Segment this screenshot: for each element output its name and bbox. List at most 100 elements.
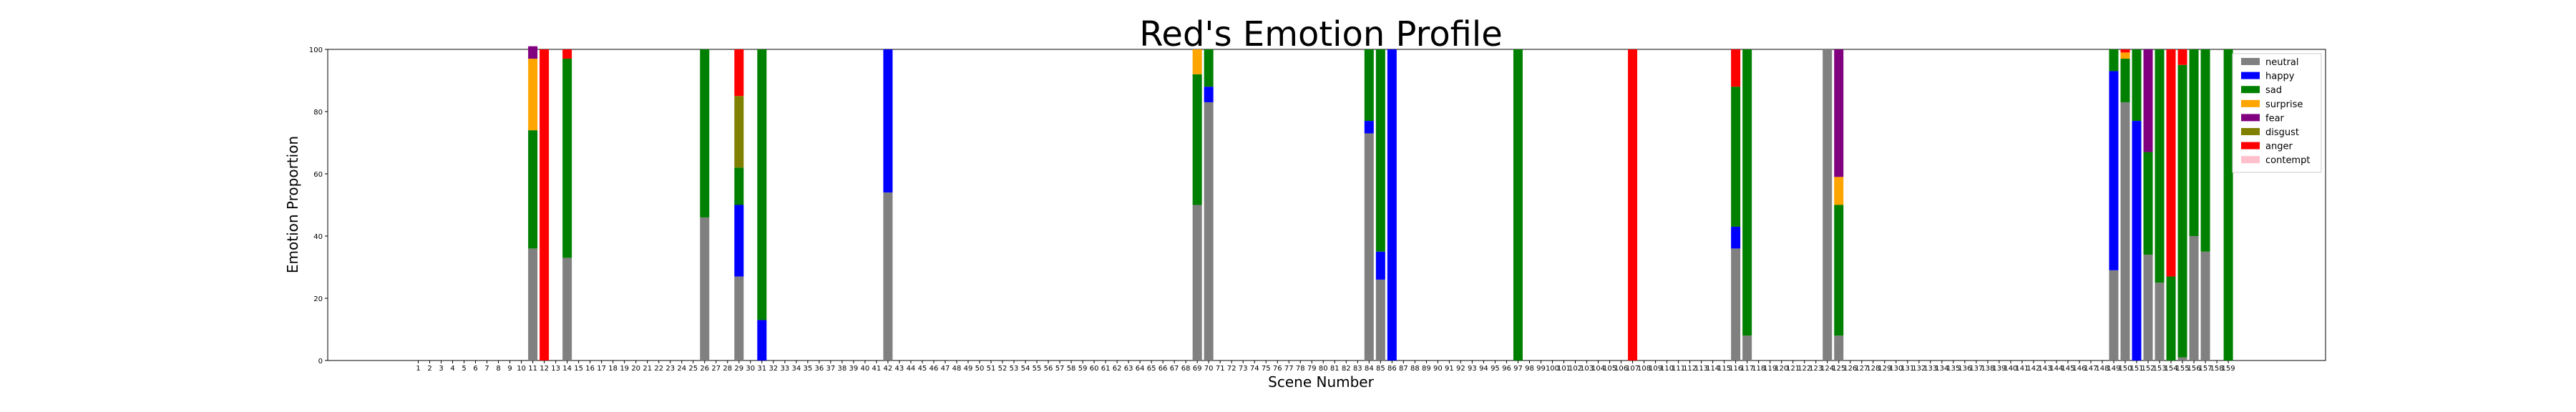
- y-axis: 0 20 40 60 80 100: [309, 46, 328, 366]
- x-tick-label: 122: [1797, 365, 1811, 373]
- x-tick-label: 11: [528, 365, 537, 373]
- bar-segment-sad-scene-97: [1513, 49, 1523, 360]
- bar-segment-neutral-scene-29: [734, 276, 744, 360]
- bar-segment-neutral-scene-157: [2200, 251, 2210, 360]
- bar-segment-sad-scene-11: [528, 130, 538, 249]
- legend-label-happy: happy: [2265, 72, 2295, 82]
- x-tick-label: 131: [1901, 365, 1914, 373]
- x-tick-label: 102: [1568, 365, 1582, 373]
- bar-segment-sad-scene-151: [2132, 49, 2142, 122]
- bar-segment-anger-scene-107: [1628, 49, 1638, 360]
- x-tick-label: 150: [2118, 365, 2132, 373]
- x-tick-label: 137: [1969, 365, 1983, 373]
- x-tick-label: 142: [2026, 365, 2040, 373]
- bar-segment-sad-scene-150: [2120, 59, 2130, 102]
- x-tick-label: 20: [631, 365, 640, 373]
- x-tick-label: 116: [1729, 365, 1742, 373]
- x-tick-label: 159: [2222, 365, 2235, 373]
- x-tick-label: 76: [1273, 365, 1282, 373]
- x-tick-label: 81: [1330, 365, 1340, 373]
- x-tick-label: 63: [1124, 365, 1133, 373]
- x-tick-label: 88: [1410, 365, 1420, 373]
- bar-segment-sad-scene-69: [1192, 74, 1202, 205]
- x-tick-label: 147: [2084, 365, 2097, 373]
- x-tick-label: 38: [838, 365, 847, 373]
- x-tick-label: 117: [1740, 365, 1754, 373]
- legend-label-contempt: contempt: [2265, 155, 2310, 166]
- x-tick-label: 24: [677, 365, 686, 373]
- x-tick-label: 151: [2129, 365, 2143, 373]
- x-tick-label: 134: [1935, 365, 1948, 373]
- x-tick-label: 96: [1502, 365, 1511, 373]
- bar-segment-happy-scene-29: [734, 205, 744, 277]
- bar-segment-anger-scene-14: [562, 49, 572, 59]
- bars-group: [528, 46, 2233, 361]
- x-tick-label: 27: [711, 365, 721, 373]
- x-tick-label: 72: [1227, 365, 1236, 373]
- x-tick-label: 129: [1878, 365, 1891, 373]
- x-tick-label: 45: [918, 365, 927, 373]
- bar-segment-sad-scene-116: [1731, 87, 1741, 227]
- x-tick-label: 75: [1262, 365, 1271, 373]
- x-tick-label: 80: [1319, 365, 1328, 373]
- x-tick-label: 106: [1614, 365, 1628, 373]
- bar-segment-sad-scene-154: [2166, 276, 2176, 360]
- bar-segment-neutral-scene-85: [1375, 279, 1385, 360]
- x-tick-label: 152: [2141, 365, 2155, 373]
- x-tick-label: 71: [1216, 365, 1225, 373]
- bar-segment-anger-scene-116: [1731, 49, 1741, 87]
- x-tick-label: 105: [1603, 365, 1616, 373]
- y-axis-label: Emotion Proportion: [284, 136, 301, 273]
- bar-segment-anger-scene-150: [2120, 49, 2130, 53]
- x-tick-label: 145: [2061, 365, 2074, 373]
- x-tick-label: 101: [1557, 365, 1571, 373]
- bar-segment-sad-scene-14: [562, 59, 572, 258]
- bar-segment-sad-scene-153: [2155, 49, 2165, 283]
- bar-segment-sad-scene-152: [2143, 152, 2153, 255]
- bar-segment-neutral-scene-153: [2155, 283, 2165, 360]
- x-tick-label: 109: [1649, 365, 1662, 373]
- legend-swatch-fear: [2241, 114, 2260, 122]
- x-tick-label: 56: [1044, 365, 1053, 373]
- bar-segment-happy-scene-116: [1731, 226, 1741, 249]
- x-tick-label: 84: [1365, 365, 1374, 373]
- x-tick-label: 62: [1113, 365, 1122, 373]
- x-tick-label: 34: [791, 365, 801, 373]
- x-tick-label: 10: [517, 365, 526, 373]
- x-tick-label: 48: [952, 365, 962, 373]
- x-tick-label: 54: [1021, 365, 1030, 373]
- bar-segment-neutral-scene-116: [1731, 248, 1741, 360]
- x-tick-label: 121: [1786, 365, 1800, 373]
- x-tick-label: 132: [1912, 365, 1926, 373]
- bar-segment-sad-scene-29: [734, 167, 744, 205]
- x-tick-label: 120: [1775, 365, 1788, 373]
- x-tick-label: 136: [1958, 365, 1971, 373]
- legend-swatch-surprise: [2241, 99, 2260, 107]
- x-tick-label: 49: [964, 365, 973, 373]
- x-tick-label: 154: [2164, 365, 2177, 373]
- x-tick-label: 16: [585, 365, 595, 373]
- bar-segment-fear-scene-11: [528, 46, 538, 59]
- bar-segment-happy-scene-86: [1387, 49, 1397, 360]
- x-tick-label: 17: [597, 365, 606, 373]
- x-tick-label: 18: [608, 365, 618, 373]
- bar-segment-happy-scene-149: [2109, 71, 2119, 270]
- x-tick-label: 99: [1536, 365, 1546, 373]
- bar-segment-fear-scene-152: [2143, 49, 2153, 152]
- y-tick-label: 60: [313, 171, 323, 179]
- x-tick-label: 51: [987, 365, 996, 373]
- x-tick-label: 7: [484, 365, 489, 373]
- x-tick-label: 46: [930, 365, 939, 373]
- bar-segment-surprise-scene-150: [2120, 52, 2130, 59]
- bar-segment-anger-scene-154: [2166, 49, 2176, 277]
- x-tick-label: 148: [2095, 365, 2109, 373]
- x-tick-label: 153: [2152, 365, 2166, 373]
- legend-swatch-sad: [2241, 86, 2260, 94]
- x-tick-label: 83: [1353, 365, 1362, 373]
- x-tick-label: 158: [2210, 365, 2224, 373]
- x-tick-label: 43: [895, 365, 904, 373]
- x-tick-label: 135: [1946, 365, 1960, 373]
- x-tick-label: 58: [1067, 365, 1076, 373]
- bar-segment-neutral-scene-156: [2189, 236, 2199, 360]
